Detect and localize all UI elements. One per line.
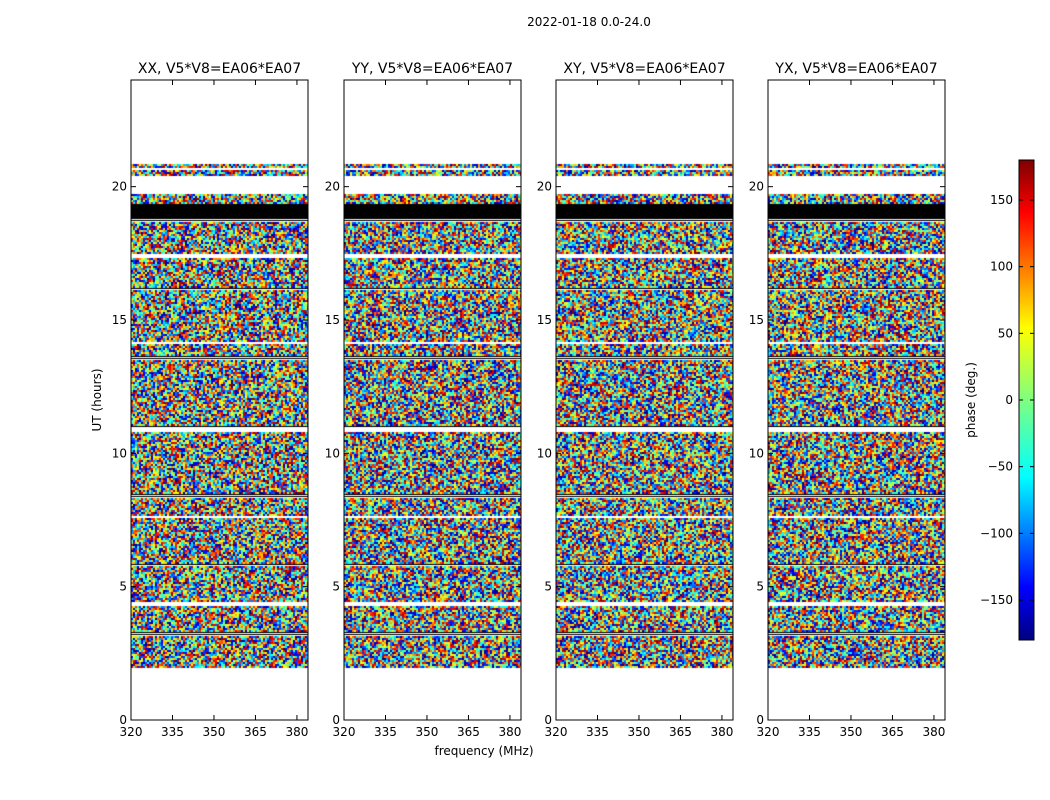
colorbar-label: phase (deg.) xyxy=(964,362,978,438)
figure-suptitle: 2022-01-18 0.0-24.0 xyxy=(527,15,651,29)
y-tick-label: 20 xyxy=(112,180,127,194)
x-tick-label: 335 xyxy=(161,725,184,739)
y-tick-label: 5 xyxy=(119,580,127,594)
y-tick-label: 0 xyxy=(756,713,764,727)
y-tick-label: 15 xyxy=(325,313,340,327)
y-tick-label: 10 xyxy=(325,446,340,460)
colorbar-tick-label: 50 xyxy=(998,326,1013,340)
panel-frame xyxy=(767,79,946,721)
y-tick-label: 15 xyxy=(537,313,552,327)
x-tick-label: 365 xyxy=(669,725,692,739)
y-tick-label: 5 xyxy=(544,580,552,594)
colorbar-tick-label: −150 xyxy=(980,593,1013,607)
y-tick-label: 10 xyxy=(112,446,127,460)
x-tick-label: 350 xyxy=(840,725,863,739)
panel-title: XY, V5*V8=EA06*EA07 xyxy=(563,61,725,77)
y-tick-label: 20 xyxy=(537,180,552,194)
y-tick-label: 20 xyxy=(749,180,764,194)
panel-frame xyxy=(343,79,522,721)
colorbar-tick-label: 0 xyxy=(1005,393,1013,407)
panel-3: YX, V5*V8=EA06*EA07 320 335 350 365 380 0 5 10 15… xyxy=(749,61,946,739)
y-tick-label: 20 xyxy=(325,180,340,194)
panel-title: YY, V5*V8=EA06*EA07 xyxy=(351,61,513,77)
x-tick-label: 335 xyxy=(586,725,609,739)
y-axis-label: UT (hours) xyxy=(90,368,104,431)
x-tick-label: 350 xyxy=(203,725,226,739)
heatmap-image xyxy=(344,80,521,720)
y-tick-label: 10 xyxy=(537,446,552,460)
panel-frame xyxy=(130,79,309,721)
x-tick-label: 380 xyxy=(710,725,733,739)
panel-frame xyxy=(555,79,734,721)
colorbar-tick-label: −50 xyxy=(988,460,1013,474)
y-tick-label: 10 xyxy=(749,446,764,460)
colorbar: 150 100 50 0 −50 −100 −150 phase (deg.) xyxy=(964,159,1035,641)
x-tick-label: 335 xyxy=(798,725,821,739)
colorbar-tick-label: 100 xyxy=(990,260,1013,274)
y-tick-label: 0 xyxy=(332,713,340,727)
y-tick-label: 15 xyxy=(112,313,127,327)
x-tick-label: 380 xyxy=(285,725,308,739)
x-tick-label: 380 xyxy=(498,725,521,739)
x-tick-label: 335 xyxy=(374,725,397,739)
x-axis-label: frequency (MHz) xyxy=(434,744,533,758)
panel-title: YX, V5*V8=EA06*EA07 xyxy=(774,61,937,77)
x-tick-label: 320 xyxy=(545,725,568,739)
heatmap-image xyxy=(556,80,733,720)
panel-2: XY, V5*V8=EA06*EA07 320 335 350 365 380 0 5 10 15… xyxy=(537,61,734,739)
x-tick-label: 365 xyxy=(881,725,904,739)
x-tick-label: 320 xyxy=(333,725,356,739)
x-tick-label: 380 xyxy=(922,725,945,739)
y-tick-label: 0 xyxy=(544,713,552,727)
x-tick-label: 365 xyxy=(457,725,480,739)
heatmap-image xyxy=(768,80,945,720)
colorbar-tick-label: −100 xyxy=(980,526,1013,540)
x-tick-label: 320 xyxy=(757,725,780,739)
colorbar-tick-label: 150 xyxy=(990,193,1013,207)
y-tick-label: 0 xyxy=(119,713,127,727)
heatmap-image xyxy=(131,80,308,720)
x-tick-label: 350 xyxy=(416,725,439,739)
y-tick-label: 5 xyxy=(756,580,764,594)
y-tick-label: 5 xyxy=(332,580,340,594)
x-tick-label: 365 xyxy=(244,725,267,739)
panel-title: XX, V5*V8=EA06*EA07 xyxy=(138,61,301,77)
x-tick-label: 320 xyxy=(120,725,143,739)
y-tick-label: 15 xyxy=(749,313,764,327)
panel-0: XX, V5*V8=EA06*EA07 320 335 350 365 380 0 5 10 15… xyxy=(112,61,309,739)
panel-1: YY, V5*V8=EA06*EA07 320 335 350 365 380 0 5 10 15… xyxy=(325,61,522,739)
x-tick-label: 350 xyxy=(628,725,651,739)
